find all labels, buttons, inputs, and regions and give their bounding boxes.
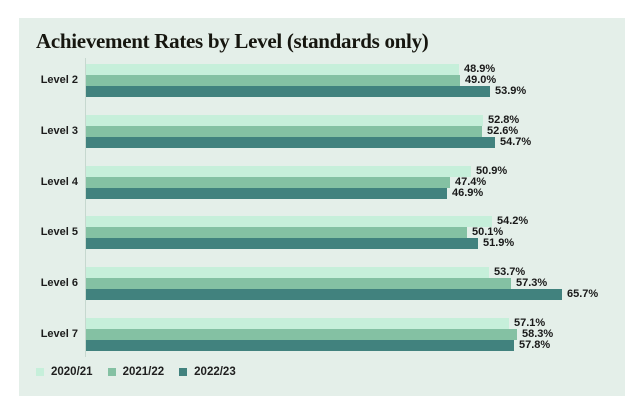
bar-group-level-6: Level 6 53.7% 57.3% 65.7% [19, 266, 625, 300]
value-label-level-4-2021-22: 47.4% [455, 176, 487, 188]
category-label-level-7: Level 7 [40, 328, 78, 340]
bar-level-2-2021-22 [86, 75, 460, 86]
legend-item-2021-22: 2021/22 [107, 366, 165, 378]
bar-level-5-2022-23 [86, 238, 478, 249]
legend-swatch-2021-22 [107, 368, 116, 376]
chart-area: Level 2 48.9% 49.0% 53.9% Level 3 52.8% 52.6% 5… [19, 18, 625, 396]
value-label-level-7-2022-23: 57.8% [519, 339, 551, 351]
legend: 2020/21 2021/22 2022/23 [36, 365, 236, 379]
category-label-level-6: Level 6 [40, 277, 78, 289]
bar-level-3-2020-21 [86, 115, 483, 126]
value-label-level-2-2021-22: 49.0% [465, 74, 497, 86]
bar-group-level-4: Level 4 50.9% 47.4% 46.9% [19, 165, 625, 199]
value-label-level-3-2021-22: 52.6% [487, 125, 519, 137]
category-label-level-4: Level 4 [40, 176, 78, 188]
category-label-level-3: Level 3 [40, 125, 78, 137]
bar-level-5-2020-21 [86, 216, 492, 227]
value-label-level-7-2020-21: 57.1% [514, 317, 546, 329]
bar-group-level-2: Level 2 48.9% 49.0% 53.9% [19, 63, 625, 97]
bar-level-4-2020-21 [86, 166, 471, 177]
bar-level-6-2022-23 [86, 289, 562, 300]
chart-title: Achievement Rates by Level (standards on… [36, 29, 429, 53]
bar-group-level-5: Level 5 54.2% 50.1% 51.9% [19, 215, 625, 249]
value-label-level-4-2020-21: 50.9% [476, 165, 508, 177]
bar-level-3-2021-22 [86, 126, 482, 137]
bar-level-4-2021-22 [86, 177, 450, 188]
legend-item-2020-21: 2020/21 [36, 366, 93, 378]
bar-level-7-2022-23 [86, 340, 514, 351]
category-label-level-2: Level 2 [40, 74, 78, 86]
bar-group-level-3: Level 3 52.8% 52.6% 54.7% [19, 114, 625, 148]
bar-level-7-2020-21 [86, 318, 509, 329]
bar-group-level-7: Level 7 57.1% 58.3% 57.8% [19, 317, 625, 351]
bar-level-5-2021-22 [86, 227, 467, 238]
value-label-level-3-2020-21: 52.8% [488, 114, 520, 126]
legend-label-2020-21: 2020/21 [51, 366, 93, 378]
legend-swatch-2020-21 [36, 368, 44, 376]
axis-baseline [85, 58, 86, 357]
value-label-level-6-2020-21: 53.7% [494, 266, 526, 278]
value-label-level-6-2022-23: 65.7% [567, 288, 599, 300]
value-label-level-2-2022-23: 53.9% [495, 85, 527, 97]
legend-label-2021-22: 2021/22 [122, 366, 165, 378]
value-label-level-2-2020-21: 48.9% [464, 63, 496, 75]
chart-panel: Achievement Rates by Level (standards on… [19, 18, 625, 396]
value-label-level-5-2020-21: 54.2% [497, 215, 529, 227]
bar-level-6-2020-21 [86, 267, 489, 278]
bar-level-2-2020-21 [86, 64, 459, 75]
value-label-level-3-2022-23: 54.7% [500, 136, 532, 148]
legend-swatch-2022-23 [179, 368, 188, 376]
bar-level-6-2021-22 [86, 278, 511, 289]
category-label-level-5: Level 5 [40, 226, 78, 238]
legend-label-2022-23: 2022/23 [194, 366, 236, 378]
bar-level-3-2022-23 [86, 137, 495, 148]
value-label-level-5-2021-22: 50.1% [472, 226, 504, 238]
value-label-level-4-2022-23: 46.9% [452, 187, 484, 199]
bar-level-7-2021-22 [86, 329, 517, 340]
value-label-level-5-2022-23: 51.9% [483, 237, 515, 249]
bar-level-4-2022-23 [86, 188, 447, 199]
value-label-level-7-2021-22: 58.3% [522, 328, 554, 340]
legend-item-2022-23: 2022/23 [179, 366, 236, 378]
bar-level-2-2022-23 [86, 86, 490, 97]
value-label-level-6-2021-22: 57.3% [516, 277, 548, 289]
